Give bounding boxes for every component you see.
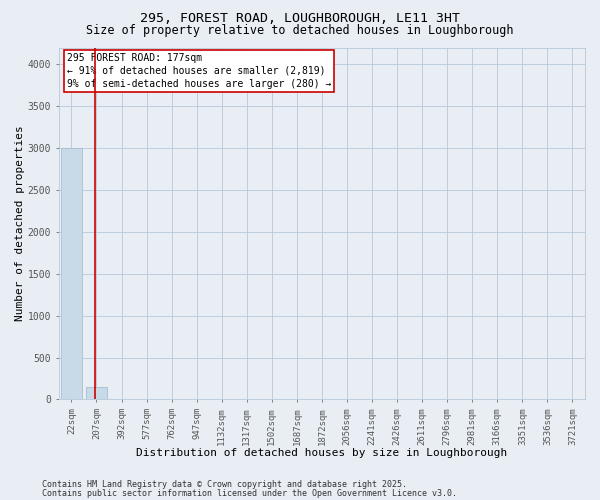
Text: Size of property relative to detached houses in Loughborough: Size of property relative to detached ho… bbox=[86, 24, 514, 37]
Bar bbox=[61, 148, 82, 400]
Bar bbox=[86, 387, 107, 400]
X-axis label: Distribution of detached houses by size in Loughborough: Distribution of detached houses by size … bbox=[136, 448, 508, 458]
Text: 295 FOREST ROAD: 177sqm
← 91% of detached houses are smaller (2,819)
9% of semi-: 295 FOREST ROAD: 177sqm ← 91% of detache… bbox=[67, 53, 331, 89]
Y-axis label: Number of detached properties: Number of detached properties bbox=[15, 126, 25, 322]
Text: Contains HM Land Registry data © Crown copyright and database right 2025.: Contains HM Land Registry data © Crown c… bbox=[42, 480, 407, 489]
Text: 295, FOREST ROAD, LOUGHBOROUGH, LE11 3HT: 295, FOREST ROAD, LOUGHBOROUGH, LE11 3HT bbox=[140, 12, 460, 25]
Text: Contains public sector information licensed under the Open Government Licence v3: Contains public sector information licen… bbox=[42, 488, 457, 498]
